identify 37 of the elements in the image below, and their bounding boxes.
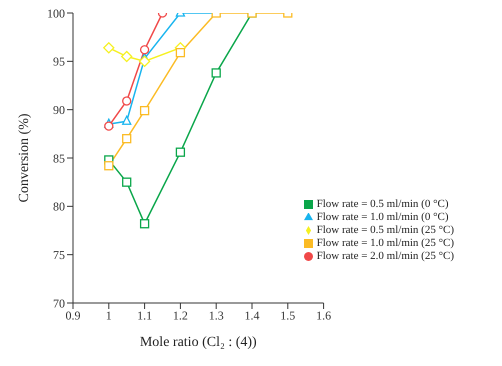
x-tick-label: 1.3 (208, 308, 224, 323)
legend-label: Flow rate = 1.0 ml/min (0 °C) (316, 211, 448, 223)
y-tick-label: 90 (53, 102, 65, 117)
y-tick-label: 85 (53, 151, 65, 166)
y-tick-label: 75 (53, 248, 65, 262)
legend-label: Flow rate = 0.5 ml/min (0 °C) (316, 198, 448, 210)
x-tick-label: 1.2 (172, 308, 188, 323)
y-tick-label: 100 (47, 6, 65, 20)
y-tick-label: 70 (53, 296, 65, 310)
x-tick-label: 1 (106, 308, 112, 323)
x-tick-label: 0.9 (66, 308, 80, 323)
legend-label: Flow rate = 1.0 ml/min (25 °C) (316, 237, 454, 249)
point (176, 148, 186, 157)
point (140, 219, 150, 228)
point (176, 48, 186, 58)
point (212, 68, 221, 78)
point (138, 56, 150, 67)
y-axis-title: Conversion (%) (16, 113, 32, 203)
y-tick-label: 95 (53, 54, 65, 69)
point (122, 96, 132, 106)
point (104, 161, 114, 170)
x-tick-label: 1.4 (244, 308, 260, 323)
point (122, 116, 132, 125)
point (121, 50, 132, 62)
x-tick-label: 1.6 (316, 308, 332, 323)
legend-label: Flow rate = 0.5 ml/min (25 °C) (316, 224, 454, 236)
legend-label: Flow rate = 2.0 ml/min (25 °C) (316, 250, 454, 262)
point (122, 178, 132, 187)
point (140, 106, 150, 116)
point (122, 134, 132, 144)
x-tick-label: 1.1 (137, 308, 152, 323)
point (104, 121, 114, 131)
y-tick-label: 80 (53, 200, 65, 214)
point (140, 45, 150, 54)
x-axis-title: Mole ratio (Cl₂ : (4)) (140, 335, 258, 350)
point (103, 42, 114, 54)
x-tick-label: 1.5 (280, 308, 296, 323)
